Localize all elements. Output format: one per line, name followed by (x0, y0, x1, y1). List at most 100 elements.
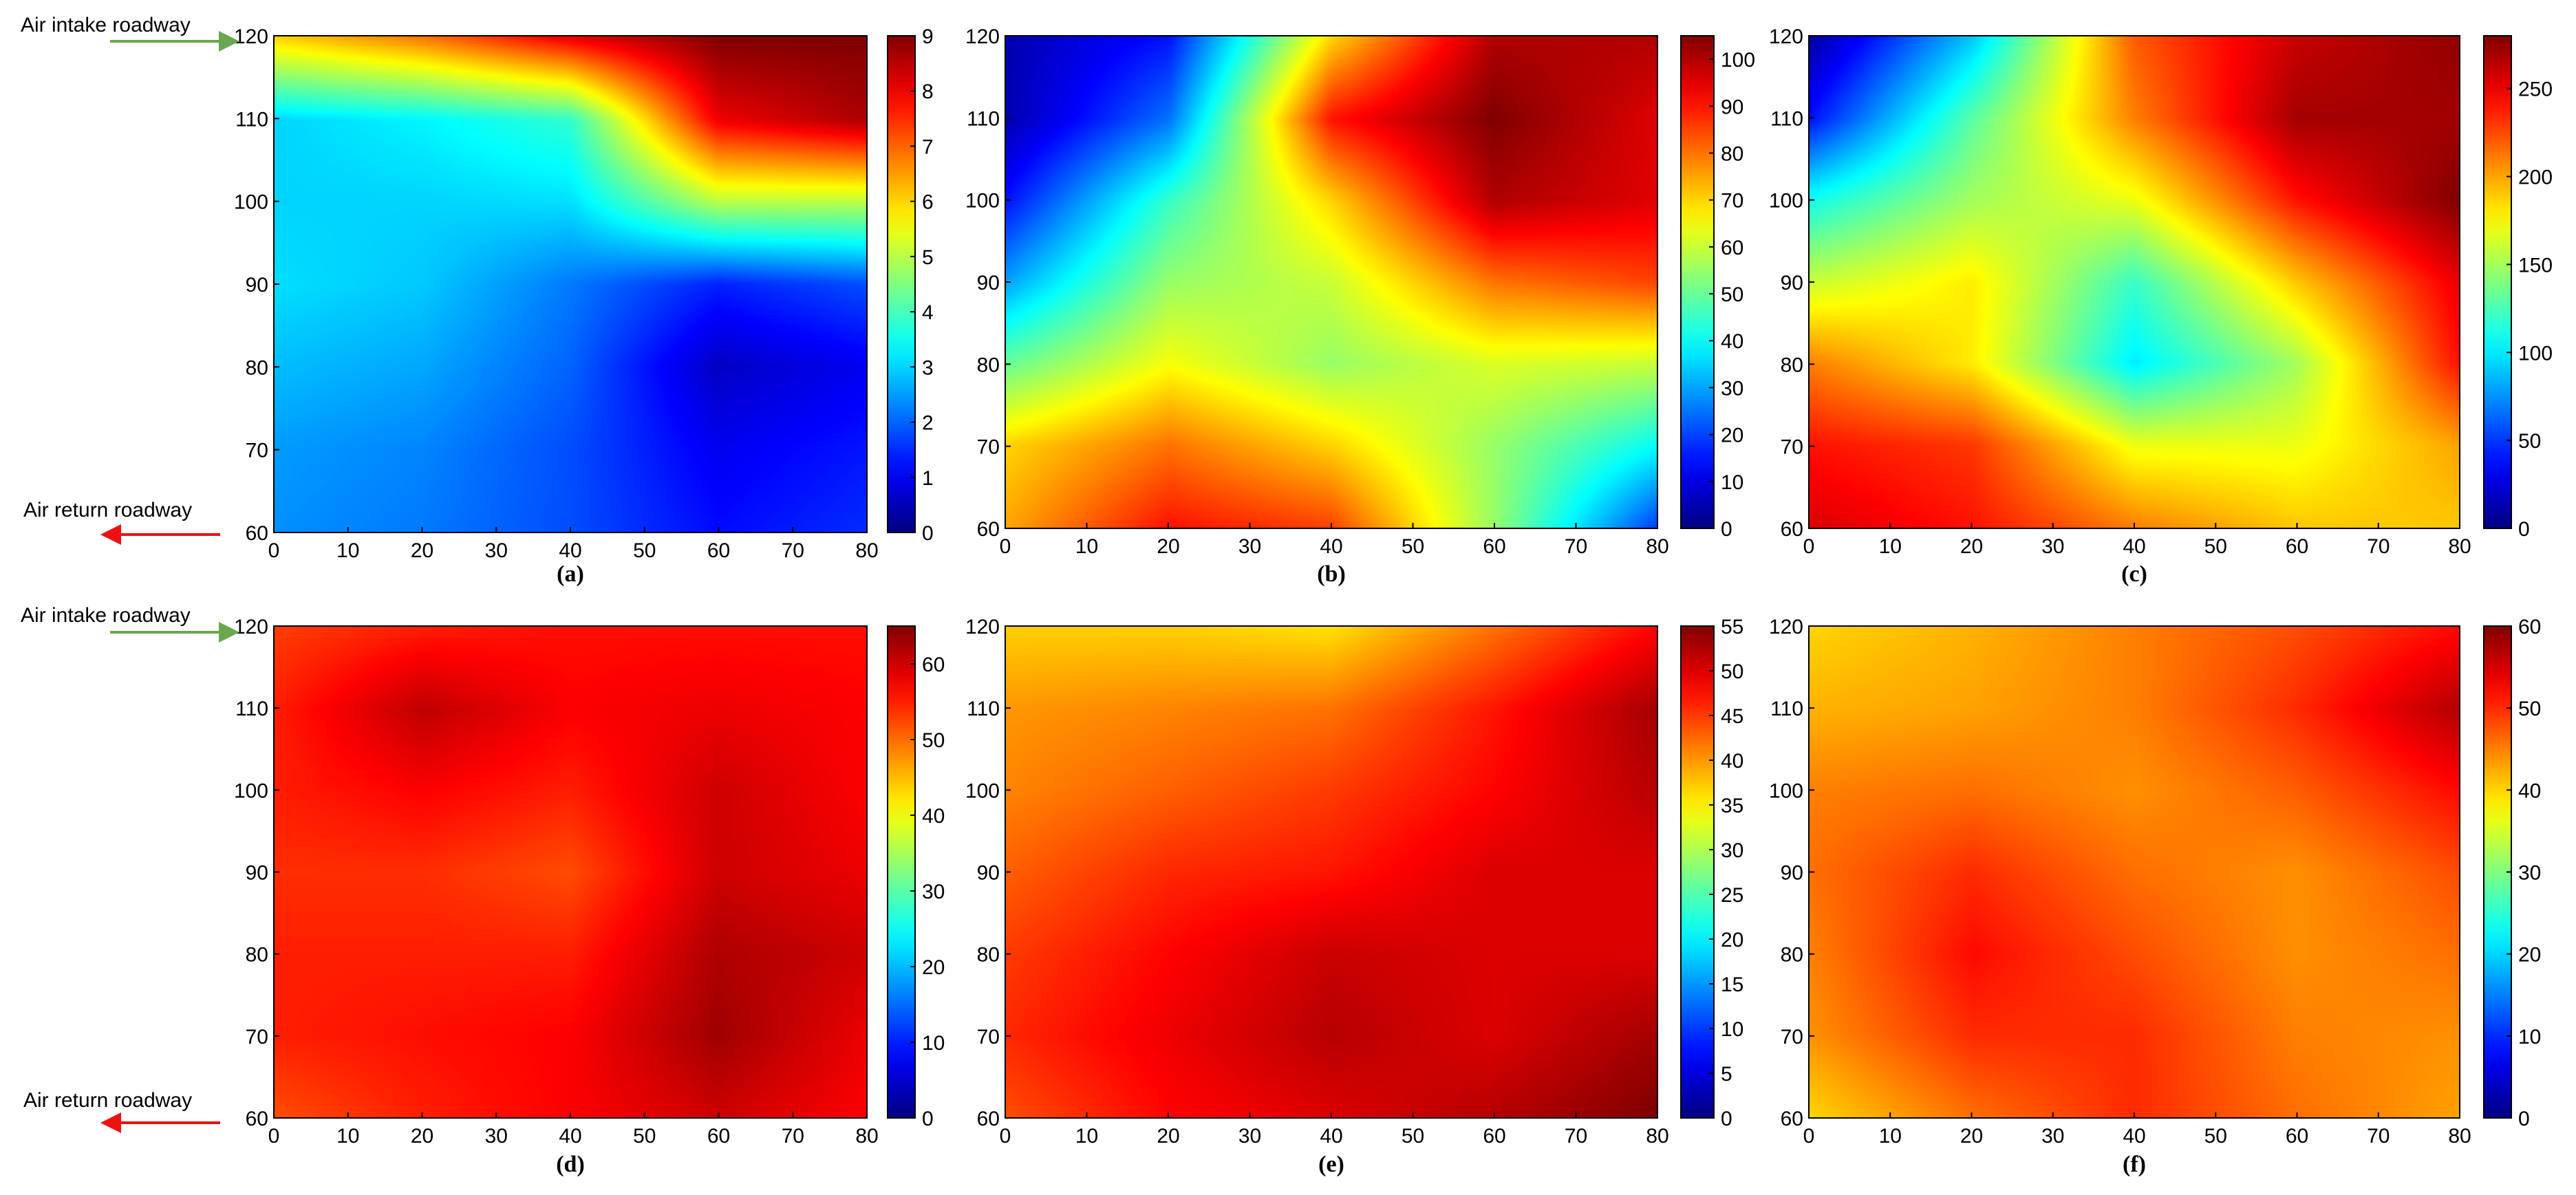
colorbar-tick-label: 8 (922, 80, 934, 103)
x-tick-label: 30 (2041, 535, 2064, 558)
heatmap-panel-p1: 0 10 20 30 40 50 60 70 80 60 70 80 90 100 110 120 0 10 20 3… (965, 25, 1755, 587)
colorbar-tick-label: 15 (1721, 973, 1743, 996)
x-tick-label: 60 (707, 539, 730, 562)
y-tick-label: 110 (235, 108, 268, 131)
y-tick-label: 70 (246, 1026, 268, 1048)
x-tick-label: 80 (855, 1125, 878, 1148)
y-tick-label: 100 (234, 191, 268, 214)
y-tick-label: 70 (246, 440, 268, 462)
x-tick-label: 30 (2041, 1125, 2064, 1148)
x-tick-label: 40 (559, 539, 581, 562)
x-tick-label: 20 (411, 539, 433, 562)
x-tick-label: 60 (707, 1125, 730, 1148)
panel-label: (a) (557, 561, 584, 587)
air-intake-arrow-top (110, 40, 234, 43)
colorbar (887, 35, 916, 533)
heatmap-panel-p0: 0 10 20 30 40 50 60 70 80 60 70 80 90 100 110 120 0 1 2 3 4 5… (234, 25, 934, 587)
x-tick-label: 30 (485, 539, 508, 562)
x-tick-label: 70 (1565, 535, 1587, 558)
y-tick-label: 100 (1769, 190, 1803, 213)
colorbar-tick-label: 10 (2518, 1026, 2541, 1048)
air-return-label-top: Air return roadway (23, 499, 193, 521)
x-tick-label: 50 (1402, 535, 1424, 558)
colorbar-tick-label: 0 (1721, 518, 1732, 541)
air-intake-arrowhead-top (219, 31, 239, 52)
x-tick-label: 50 (2204, 1125, 2227, 1148)
colorbar-tick-label: 0 (2518, 518, 2530, 541)
colorbar-tick-label: 10 (922, 1032, 945, 1055)
y-tick-label: 80 (246, 356, 268, 379)
x-tick-label: 30 (1238, 1125, 1261, 1148)
y-tick-label: 100 (965, 779, 1000, 802)
y-tick-label: 100 (234, 779, 268, 802)
y-tick-label: 70 (977, 436, 1000, 459)
y-tick-label: 80 (246, 944, 268, 967)
heatmap-surface-p2 (1809, 36, 2460, 528)
air-intake-label-bottom: Air intake roadway (21, 604, 191, 627)
x-tick-label: 70 (782, 539, 804, 562)
y-tick-label: 90 (1781, 862, 1803, 885)
colorbar-tick-label: 50 (1721, 283, 1743, 306)
x-tick-label: 0 (1000, 1125, 1011, 1148)
heatmap-panel-p2: 0 10 20 30 40 50 60 70 80 60 70 80 90 100 110 120 0 50 100… (1769, 25, 2553, 587)
colorbar-tick-label: 20 (1721, 424, 1743, 447)
x-tick-label: 10 (1879, 535, 1902, 558)
y-tick-label: 60 (1781, 518, 1803, 541)
x-tick-label: 80 (1646, 535, 1668, 558)
x-tick-label: 60 (2286, 535, 2308, 558)
x-tick-label: 80 (855, 539, 878, 562)
y-tick-label: 70 (1781, 436, 1803, 459)
colorbar-tick-label: 6 (922, 191, 934, 214)
colorbar-tick-label: 80 (1721, 142, 1743, 165)
colorbar-tick-label: 35 (1721, 795, 1743, 817)
x-tick-label: 0 (1000, 535, 1011, 558)
colorbar-tick-label: 40 (1721, 750, 1743, 773)
colorbar-tick-label: 200 (2518, 166, 2553, 189)
x-tick-label: 50 (633, 1125, 656, 1148)
colorbar-tick-label: 40 (1721, 330, 1743, 353)
x-tick-label: 30 (485, 1125, 508, 1148)
colorbar-tick-label: 20 (2518, 944, 2541, 967)
y-tick-label: 70 (1781, 1026, 1803, 1048)
x-tick-label: 70 (2367, 1125, 2390, 1148)
colorbar (1680, 625, 1715, 1119)
y-tick-label: 90 (246, 862, 268, 885)
y-tick-label: 110 (967, 698, 1000, 720)
x-tick-label: 20 (411, 1125, 433, 1148)
colorbar-tick-label: 40 (922, 805, 945, 828)
x-tick-label: 40 (2123, 1125, 2145, 1148)
panel-label: (d) (556, 1152, 585, 1177)
colorbar-tick-label: 5 (1721, 1063, 1732, 1086)
colorbar-tick-label: 10 (1721, 1018, 1743, 1041)
colorbar-tick-label: 40 (2518, 779, 2541, 802)
air-return-arrowhead-bottom (100, 1112, 121, 1133)
x-tick-label: 50 (2204, 535, 2227, 558)
colorbar-tick-label: 20 (1721, 929, 1743, 951)
x-tick-label: 20 (1157, 1125, 1179, 1148)
colorbar-tick-label: 45 (1721, 705, 1743, 728)
colorbar-tick-label: 0 (922, 522, 934, 545)
panel-label: (f) (2123, 1152, 2146, 1177)
y-tick-label: 110 (967, 107, 1000, 130)
x-tick-label: 0 (268, 1125, 280, 1148)
panel-label: (e) (1318, 1152, 1344, 1177)
colorbar-tick-label: 50 (1721, 660, 1743, 683)
x-tick-label: 60 (1483, 1125, 1505, 1148)
x-tick-label: 70 (2367, 535, 2390, 558)
heatmap-panel-p4: 0 10 20 30 40 50 60 70 80 60 70 80 90 100 110 120 0 5 10 15… (965, 616, 1743, 1177)
colorbar-tick-label: 5 (922, 246, 934, 269)
x-tick-label: 70 (782, 1125, 804, 1148)
y-tick-label: 100 (965, 190, 1000, 213)
y-tick-label: 120 (1769, 25, 1803, 48)
colorbar-tick-label: 55 (1721, 616, 1743, 638)
colorbar-tick-label: 30 (2518, 862, 2541, 885)
y-tick-label: 120 (234, 25, 268, 48)
heatmap-panel-p5: 0 10 20 30 40 50 60 70 80 60 70 80 90 100 110 120 0 10 20 3… (1769, 616, 2541, 1177)
air-return-arrow-top (117, 533, 220, 536)
x-tick-label: 10 (336, 1125, 359, 1148)
x-tick-label: 80 (2448, 1125, 2471, 1148)
x-tick-label: 80 (1646, 1125, 1668, 1148)
y-tick-label: 60 (246, 1108, 268, 1130)
y-tick-label: 60 (977, 1108, 1000, 1130)
colorbar-tick-label: 25 (1721, 884, 1743, 907)
